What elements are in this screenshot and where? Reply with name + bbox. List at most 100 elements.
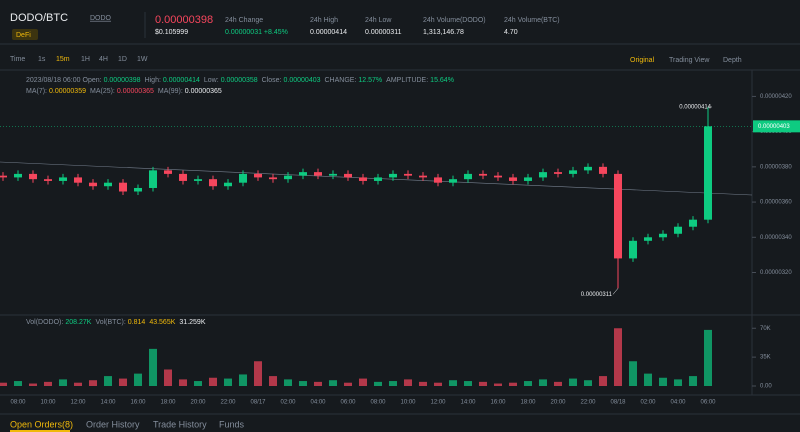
candle-body [464, 173, 472, 180]
volume-bar [29, 383, 37, 386]
volume-bar [599, 376, 607, 386]
v-tick-label: 0.00 [760, 384, 772, 390]
info-label: Open: [83, 77, 102, 84]
base-link[interactable]: DODO [90, 15, 112, 22]
volume-bar [629, 361, 637, 386]
volume-bar [554, 381, 562, 386]
stat-label: 24h Volume(DODO) [423, 17, 486, 24]
candle-body [329, 173, 337, 176]
info-value: 0.814 [128, 319, 146, 326]
candle-body [404, 173, 412, 176]
tab[interactable]: Open Orders(8) [10, 419, 73, 429]
x-tick-label: 02:00 [640, 400, 656, 406]
candle-body [449, 179, 457, 183]
candle-body [494, 175, 502, 178]
x-tick-label: 04:00 [310, 400, 326, 406]
tab[interactable]: Order History [86, 419, 140, 429]
volume-bar [689, 376, 697, 386]
x-tick-label: 10:00 [400, 400, 416, 406]
volume-bar [164, 369, 172, 386]
x-tick-label: 14:00 [460, 400, 476, 406]
volume-bar [14, 381, 22, 386]
x-tick-label: 16:00 [130, 400, 146, 406]
info-value: 0.00000398 [104, 77, 141, 84]
volume-bar [194, 381, 202, 386]
y-tick-label: 0.00000340 [760, 235, 792, 241]
x-tick-label: 18:00 [160, 400, 176, 406]
volume-bar [224, 378, 232, 386]
y-tick-label: 0.00000320 [760, 270, 792, 276]
x-tick-label: 04:00 [670, 400, 686, 406]
stat-label: 24h Low [365, 17, 392, 24]
volume-bar [269, 376, 277, 386]
volume-bar [239, 374, 247, 386]
candle-body [524, 177, 532, 181]
candle-body [569, 170, 577, 174]
volume-bar [494, 383, 502, 386]
x-tick-label: 08:00 [10, 400, 26, 406]
volume-bar [44, 381, 52, 386]
candle-body [209, 179, 217, 187]
volume-bar [104, 376, 112, 386]
x-tick-label: 08/18 [610, 400, 626, 406]
volume-bar [404, 379, 412, 386]
candle-body [614, 173, 622, 259]
stat-value: 4.70 [504, 29, 518, 36]
interval[interactable]: 15m [56, 56, 70, 63]
low-label: 0.00000311 [581, 292, 613, 298]
volume-bar [509, 382, 517, 386]
candle-body [674, 226, 682, 234]
candle-body [269, 177, 277, 180]
info-label: MA(99): [158, 88, 183, 95]
candle-body [254, 173, 262, 178]
info-value: 0.00000365 [185, 88, 222, 95]
v-tick-label: 70K [760, 326, 771, 332]
volume-bar [0, 382, 7, 386]
info-label: Vol(DODO): [26, 319, 63, 326]
candle-body [554, 172, 562, 174]
interval[interactable]: 4H [99, 56, 108, 63]
candle-body [419, 175, 427, 178]
x-tick-label: 18:00 [520, 400, 536, 406]
tab[interactable]: Funds [219, 419, 245, 429]
interval[interactable]: 1s [38, 56, 46, 63]
view-tab[interactable]: Trading View [669, 57, 710, 64]
x-tick-label: 06:00 [340, 400, 356, 406]
candle-body [14, 173, 22, 178]
x-tick-label: 20:00 [190, 400, 206, 406]
candle-body [509, 177, 517, 181]
current-box [753, 120, 800, 133]
info-value: 12.57% [358, 77, 382, 84]
interval[interactable]: 1W [137, 56, 148, 63]
volume-bar [329, 380, 337, 386]
volume-bar [89, 380, 97, 386]
interval[interactable]: 1H [81, 56, 90, 63]
volume-bar [299, 381, 307, 386]
stat-value: 0.00000031 +8.45% [225, 29, 288, 36]
pair: DODO/BTC [10, 12, 68, 24]
info-label: MA(25): [90, 88, 115, 95]
candle-body [299, 172, 307, 176]
info-value: 0.00000358 [221, 77, 258, 84]
tab[interactable]: Trade History [153, 419, 207, 429]
view-tab[interactable]: Depth [723, 57, 742, 64]
candle-body [164, 170, 172, 174]
stat-value: 1,313,146.78 [423, 29, 464, 36]
info-label: Low: [204, 77, 219, 84]
candle-body [359, 177, 367, 181]
stat-label: 24h Volume(BTC) [504, 17, 560, 24]
interval[interactable]: 1D [118, 56, 127, 63]
candle-body [89, 182, 97, 187]
candle-body [644, 237, 652, 241]
x-tick-label: 12:00 [430, 400, 446, 406]
info-label: CHANGE: [325, 77, 357, 84]
x-tick-label: 02:00 [280, 400, 296, 406]
candle-body [704, 126, 712, 220]
view-tab[interactable]: Original [630, 57, 655, 64]
v-tick-label: 35K [760, 355, 771, 361]
candle-body [0, 175, 7, 178]
volume-bar [644, 373, 652, 386]
candle-body [479, 173, 487, 176]
info-label: AMPLITUDE: [386, 77, 428, 84]
